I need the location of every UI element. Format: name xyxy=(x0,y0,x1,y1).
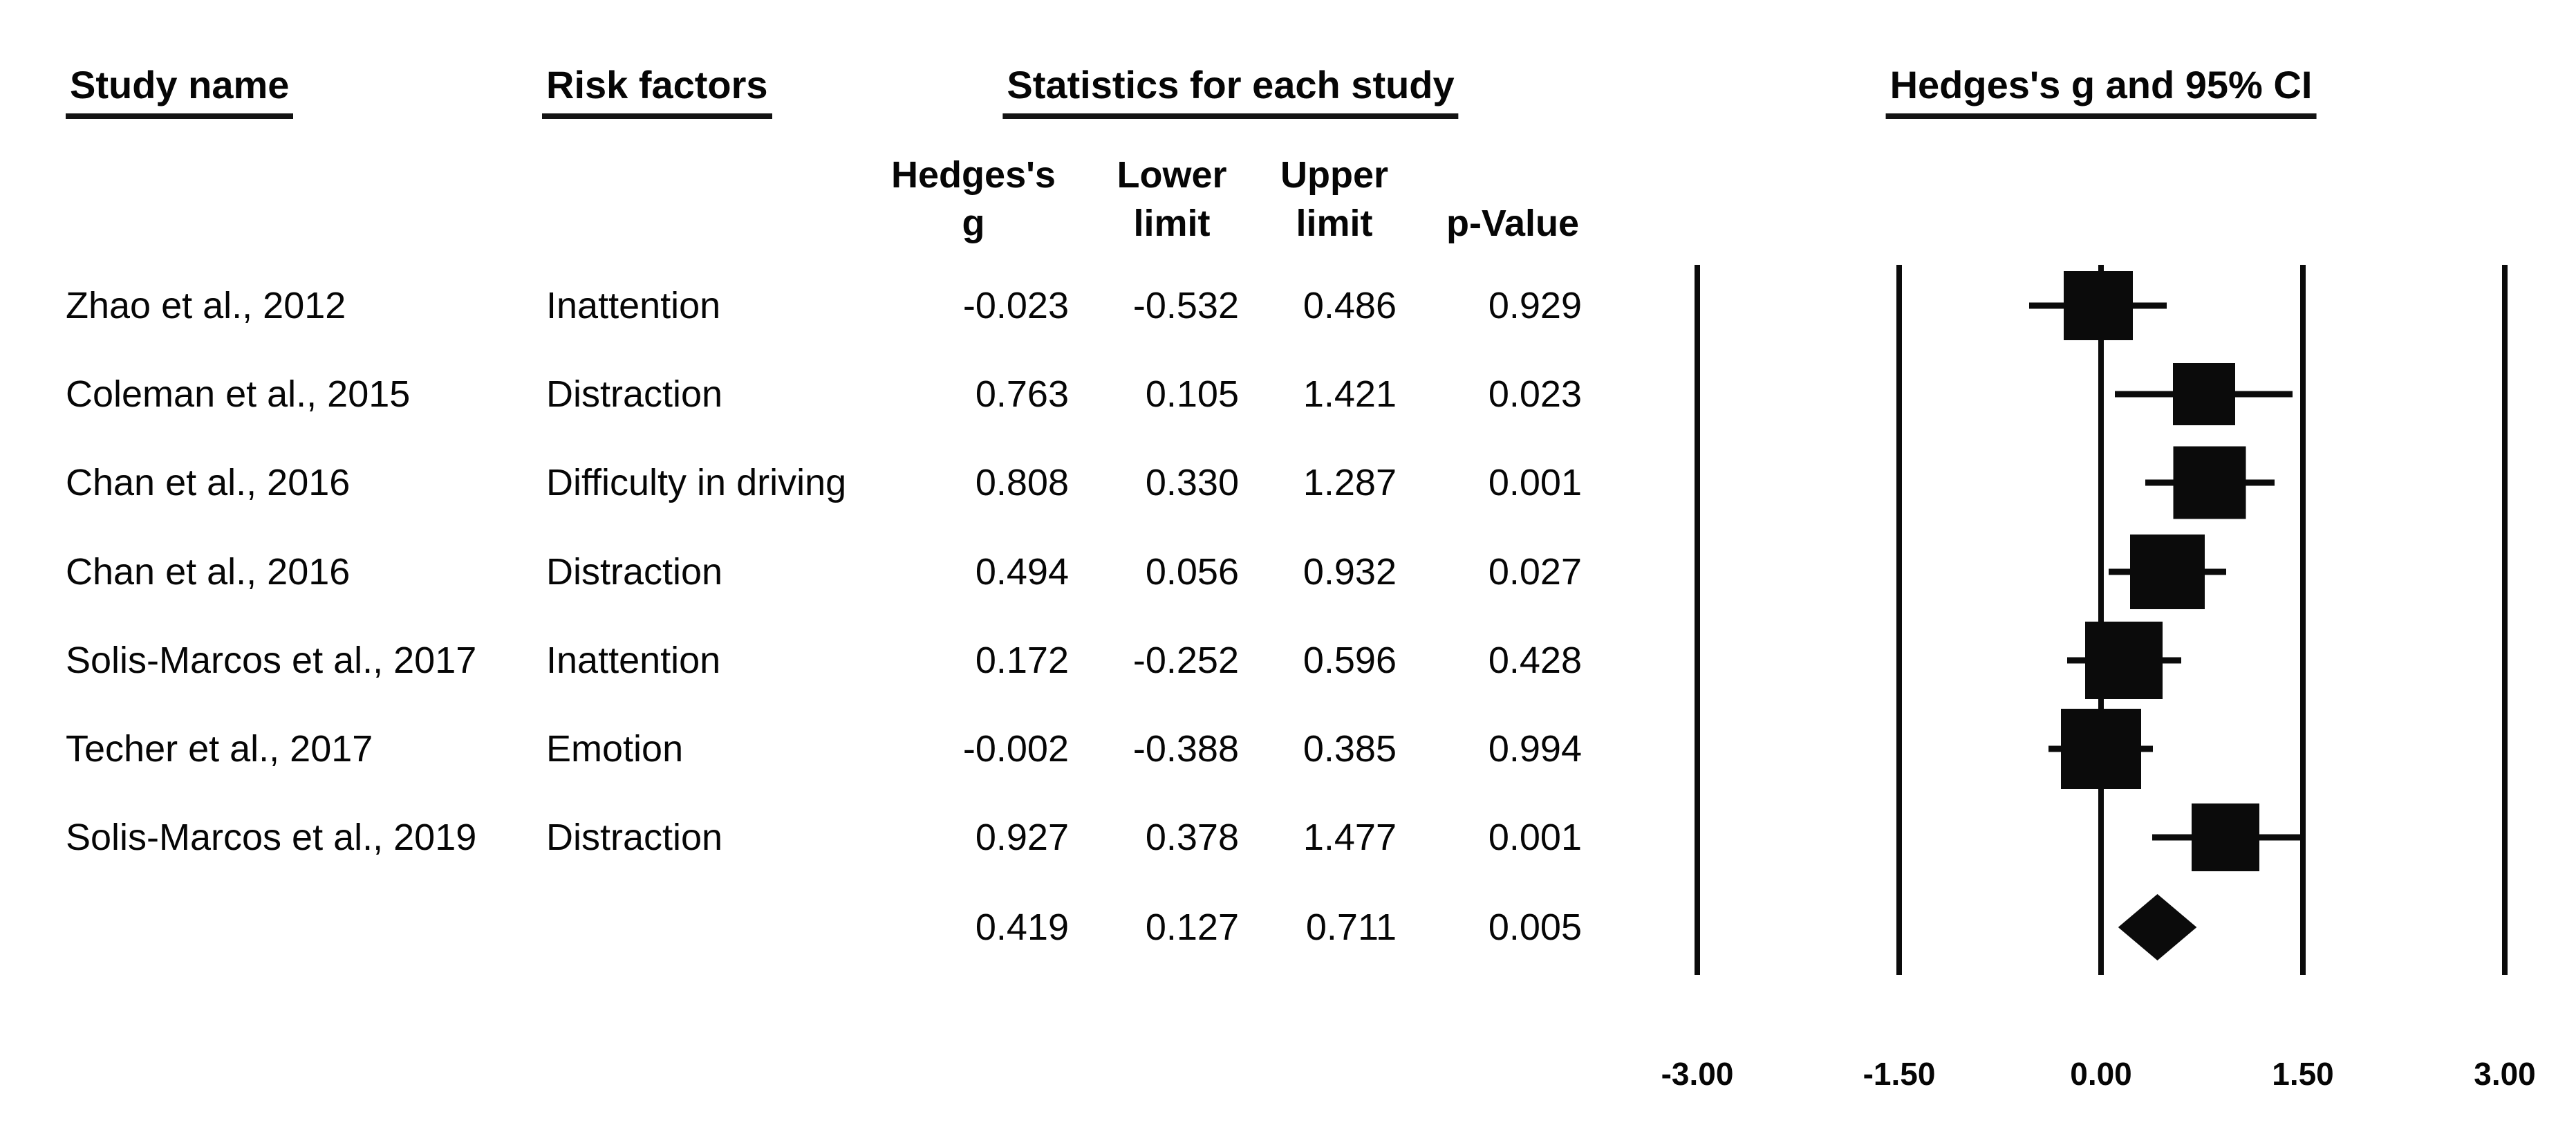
axis-tick-label: -3.00 xyxy=(1661,1056,1734,1092)
upper-limit-subheader: Upper limit xyxy=(1280,151,1388,248)
study-name-cell: Chan et al., 2016 xyxy=(66,550,351,593)
effect-size-marker xyxy=(2192,803,2260,872)
risk-factor-cell: Distraction xyxy=(546,550,723,593)
study-name-cell: Solis-Marcos et al., 2017 xyxy=(66,639,477,681)
upper-limit-cell: 1.421 xyxy=(1303,373,1397,416)
lower-limit-cell: 0.056 xyxy=(1145,550,1239,593)
risk-factors-header: Risk factors xyxy=(542,65,772,119)
effect-size-marker xyxy=(2173,446,2246,519)
hedges-g-cell: 0.763 xyxy=(975,373,1069,416)
upper-limit-cell: 0.711 xyxy=(1305,907,1397,948)
risk-factor-cell: Inattention xyxy=(546,285,721,326)
lower-limit-subheader: Lower limit xyxy=(1117,151,1226,248)
hedges-g-cell: 0.808 xyxy=(975,462,1069,504)
upper-limit-cell: 0.385 xyxy=(1303,728,1397,770)
hedges-g-cell: 0.419 xyxy=(975,907,1069,948)
hedges-g-cell: -0.002 xyxy=(962,728,1069,770)
summary-diamond xyxy=(2118,894,2197,960)
p-value-cell: 0.001 xyxy=(1488,817,1582,859)
upper-limit-cell: 0.596 xyxy=(1303,639,1397,681)
risk-factor-cell: Difficulty in driving xyxy=(546,462,847,504)
study-name-header: Study name xyxy=(66,65,294,119)
upper-limit-cell: 1.477 xyxy=(1303,817,1397,859)
axis-tick-label: 1.50 xyxy=(2272,1056,2334,1092)
gridline xyxy=(2502,265,2508,975)
risk-factor-cell: Emotion xyxy=(546,728,684,770)
p-value-subheader: p-Value xyxy=(1446,203,1580,244)
ci-plot-header: Hedges's g and 95% CI xyxy=(1885,65,2317,119)
gridline xyxy=(1695,265,1700,975)
effect-size-marker xyxy=(2172,363,2235,426)
p-value-cell: 0.027 xyxy=(1488,550,1582,593)
lower-limit-subheader-line1: Lower xyxy=(1117,154,1227,196)
lower-limit-cell: 0.378 xyxy=(1145,817,1239,859)
upper-limit-cell: 0.486 xyxy=(1303,285,1397,326)
effect-size-marker xyxy=(2060,709,2141,789)
effect-size-marker xyxy=(2063,271,2133,340)
p-value-cell: 0.023 xyxy=(1488,373,1582,416)
upper-limit-subheader-line1: Upper xyxy=(1280,154,1389,196)
upper-limit-cell: 0.932 xyxy=(1303,550,1397,593)
hedges-g-cell: -0.023 xyxy=(962,285,1069,326)
axis-tick-label: 0.00 xyxy=(2070,1056,2132,1092)
gridline xyxy=(1896,265,1902,975)
study-name-cell: Solis-Marcos et al., 2019 xyxy=(66,817,477,859)
lower-limit-subheader-line2: limit xyxy=(1133,203,1211,244)
statistics-header: Statistics for each study xyxy=(1002,65,1459,119)
hedges-g-subheader: Hedges's g xyxy=(891,151,1056,248)
axis-tick-label: -1.50 xyxy=(1863,1056,1936,1092)
study-name-cell: Chan et al., 2016 xyxy=(66,462,351,504)
risk-factor-cell: Distraction xyxy=(546,817,723,859)
upper-limit-cell: 1.287 xyxy=(1303,462,1397,504)
axis-tick-label: 3.00 xyxy=(2474,1056,2536,1092)
hedges-g-cell: 0.494 xyxy=(975,550,1069,593)
lower-limit-cell: -0.252 xyxy=(1132,639,1239,681)
study-name-cell: Techer et al., 2017 xyxy=(66,728,373,770)
hedges-g-cell: 0.927 xyxy=(975,817,1069,859)
risk-factor-cell: Distraction xyxy=(546,373,723,416)
study-name-cell: Zhao et al., 2012 xyxy=(66,285,346,326)
effect-size-marker xyxy=(2130,534,2205,609)
p-value-cell: 0.005 xyxy=(1488,907,1582,948)
gridline xyxy=(2300,265,2306,975)
gridline xyxy=(2098,265,2104,975)
lower-limit-cell: -0.388 xyxy=(1132,728,1239,770)
p-value-cell: 0.428 xyxy=(1488,639,1582,681)
hedges-g-subheader-line2: g xyxy=(962,203,985,244)
effect-size-marker xyxy=(2085,621,2163,699)
lower-limit-cell: -0.532 xyxy=(1132,285,1239,326)
lower-limit-cell: 0.330 xyxy=(1145,462,1239,504)
lower-limit-cell: 0.105 xyxy=(1145,373,1239,416)
forest-plot-area xyxy=(1695,265,2508,975)
p-value-cell: 0.929 xyxy=(1488,285,1582,326)
risk-factor-cell: Inattention xyxy=(546,639,721,681)
p-value-cell: 0.994 xyxy=(1488,728,1582,770)
hedges-g-cell: 0.172 xyxy=(975,639,1069,681)
hedges-g-subheader-line1: Hedges's xyxy=(891,154,1056,196)
lower-limit-cell: 0.127 xyxy=(1145,907,1239,948)
p-value-cell: 0.001 xyxy=(1488,462,1582,504)
study-name-cell: Coleman et al., 2015 xyxy=(66,373,411,416)
upper-limit-subheader-line2: limit xyxy=(1296,203,1373,244)
